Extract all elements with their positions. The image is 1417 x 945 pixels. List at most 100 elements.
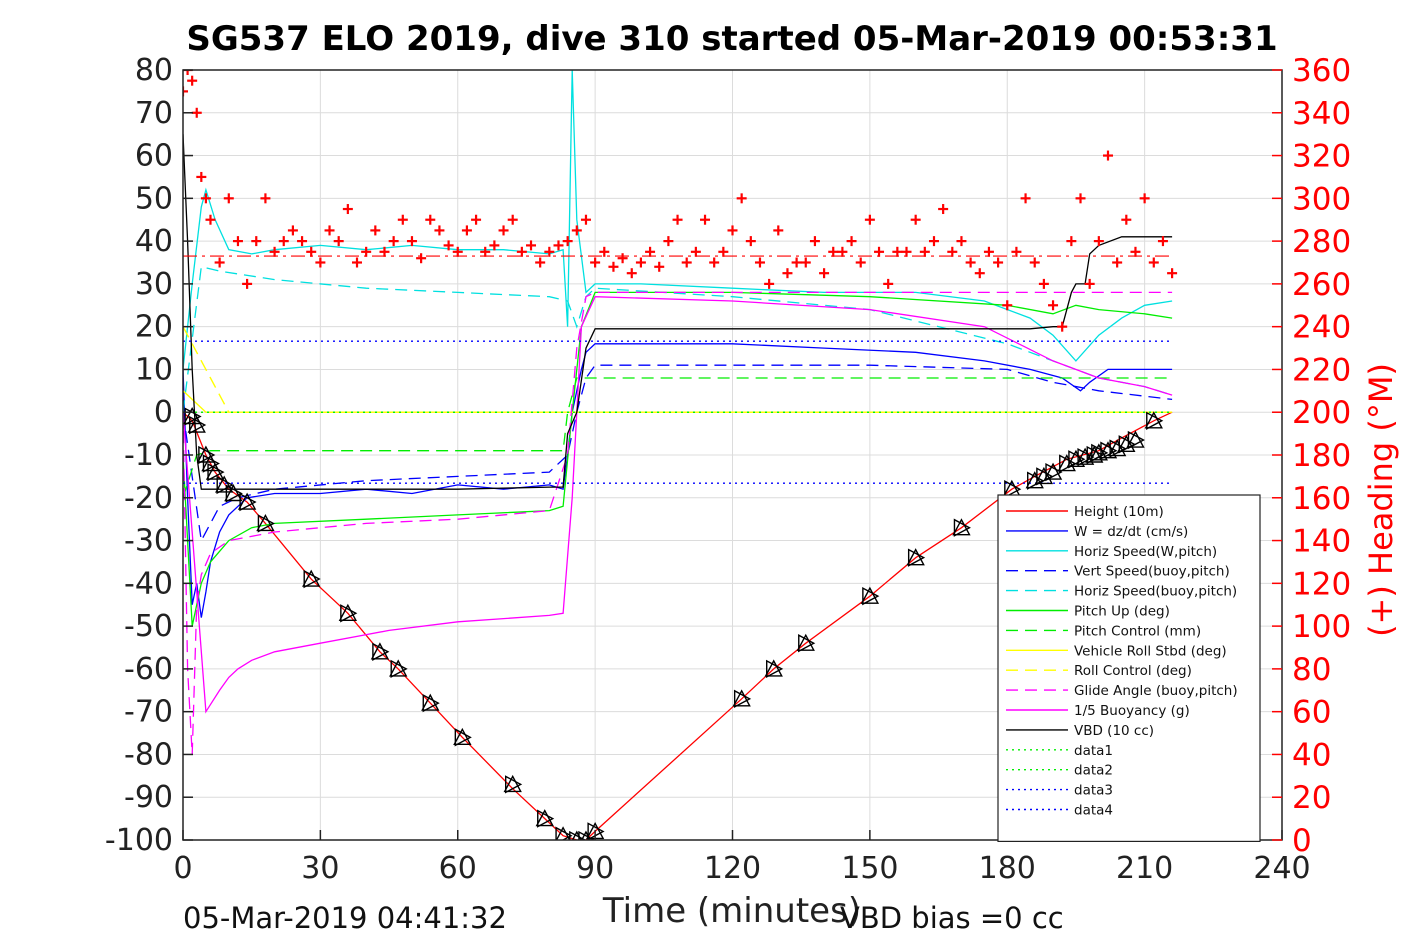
heading-point [306,246,317,257]
triangle-up [183,407,202,425]
y-right-tick-label: 360 [1292,53,1351,89]
legend-label: data1 [1074,743,1113,759]
heading-point [562,236,573,247]
triangle-marker [187,415,207,435]
triangle-up [224,484,243,502]
triangle-up [201,454,220,472]
triangle-marker [196,445,216,465]
heading-point [1011,246,1022,257]
heading-point [1029,257,1040,268]
triangle-marker [302,569,321,589]
triangle-marker [796,633,816,653]
heading-point [626,268,637,279]
heading-point [745,236,756,247]
heading-point [983,246,994,257]
triangle-right [303,569,321,589]
heading-point [700,214,711,225]
triangle-marker [205,462,225,482]
legend-item: Height (10m) [1006,504,1164,520]
heading-point [269,246,280,257]
x-tick-label: 0 [173,851,192,886]
heading-point [352,257,363,268]
legend-item: VBD (10 cc) [1006,723,1154,739]
legend-label: Vehicle Roll Stbd (deg) [1074,643,1227,659]
y-right-tick-label: 40 [1292,737,1331,773]
legend-label: data2 [1074,763,1113,779]
y-left-tick-label: 30 [135,267,173,302]
heading-point [718,246,729,257]
y-right-tick-label: 320 [1292,139,1351,175]
legend-item: Roll Control (deg) [1006,663,1192,679]
heading-point [709,257,720,268]
heading-point [406,236,417,247]
heading-point [471,214,482,225]
y-left-tick-label: 70 [135,96,173,131]
triangle-up [732,689,751,707]
heading-point [993,257,1004,268]
triangle-up [1144,411,1163,429]
heading-point [1102,150,1113,161]
triangle-up [555,826,571,840]
heading-point [1139,193,1150,204]
y-left-tick-label: -20 [124,481,173,516]
y-left-tick-label: -60 [124,652,173,687]
y-right-tick-label: 100 [1292,609,1351,645]
heading-point [425,214,436,225]
triangle-up [256,513,275,532]
heading-point [617,253,628,264]
legend: Height (10m) W = dz/dt (cm/s) Horiz Speed(… [997,494,1261,842]
y-left-tick-label: -90 [124,780,173,815]
triangle-right [953,518,971,537]
triangle-right [1068,450,1086,469]
heading-point [571,225,582,236]
heading-point [1130,246,1141,257]
legend-item: Pitch Up (deg) [1006,604,1170,620]
triangle-up [906,548,925,566]
legend-item: Horiz Speed(buoy,pitch) [1006,584,1237,600]
triangle-up [1025,471,1044,489]
heading-point [800,257,811,268]
legend-label: Glide Angle (buoy,pitch) [1074,683,1238,699]
triangle-right [1100,441,1118,460]
heading-point [297,236,308,247]
triangle-marker [1126,430,1145,450]
triangle-right [578,830,596,840]
heading-point [397,214,408,225]
triangle-up [796,633,815,651]
y-left-tick-label: -80 [124,737,173,772]
y-left-tick-label: -100 [105,823,173,858]
legend-item: data3 [1006,783,1113,799]
triangle-right [505,775,523,794]
triangle-right [1091,443,1109,463]
heading-point [183,70,193,75]
triangle-right [766,659,784,679]
triangle-marker [453,727,472,747]
y-right-tick-label: 200 [1292,395,1351,431]
heading-point [242,278,253,289]
y-left-tick-label: 50 [135,181,173,216]
triangle-right [733,689,752,708]
heading-point [727,225,738,236]
heading-point [956,236,967,247]
y-right-tick-label: 80 [1292,652,1331,688]
heading-point [1084,278,1095,289]
heading-point [1066,236,1077,247]
triangle-marker [237,492,257,512]
triangle-up [215,475,234,493]
triangle-right [390,659,408,679]
triangle-marker [503,774,523,794]
heading-markers [183,70,1178,332]
triangle-right [216,475,234,495]
x-tick-label: 210 [1116,851,1173,886]
triangle-right [372,642,390,661]
heading-point [187,75,198,86]
heading-point [526,240,537,251]
heading-point [498,225,509,236]
y-right-tick-label: 280 [1292,224,1351,260]
heading-point [461,225,472,236]
heading-point [324,225,335,236]
x-tick-label: 90 [576,851,614,886]
x-tick-label: 60 [439,851,477,886]
heading-point [773,225,784,236]
heading-point [965,257,976,268]
